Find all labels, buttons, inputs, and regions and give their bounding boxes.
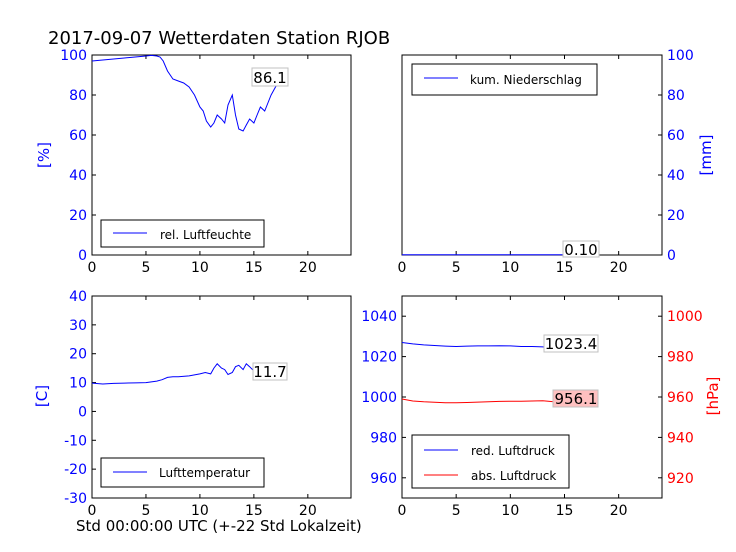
y-tick-label: -10 <box>64 433 87 449</box>
humidity-last-value-label: 86.1 <box>253 69 286 87</box>
precipitation-legend: kum. Niederschlag <box>411 63 598 96</box>
x-tick-label: 15 <box>245 503 263 519</box>
x-tick-label: 0 <box>398 260 407 276</box>
y-tick-label: 20 <box>69 208 87 224</box>
y-tick-label: 1000 <box>361 390 397 406</box>
precipitation-ticks: 0 5 10 15 20 0 20 40 60 80 100 <box>398 48 694 276</box>
x-tick-label: 0 <box>398 503 407 519</box>
y-tick-label: 1020 <box>361 350 397 366</box>
precipitation-last-value: 0.10 <box>562 240 600 259</box>
x-tick-label: 0 <box>88 503 97 519</box>
x-tick-label: 20 <box>610 260 628 276</box>
x-tick-label: 5 <box>452 503 461 519</box>
precipitation-legend-label: kum. Niederschlag <box>470 73 582 87</box>
temperature-plot-frame <box>91 295 352 499</box>
pressure-ylabel: [hPa] <box>704 377 722 416</box>
y-tick-label: 0 <box>78 404 87 420</box>
y-tick-label: 30 <box>69 318 87 334</box>
y-tick-label: 1040 <box>361 309 397 325</box>
humidity-plot-frame <box>91 54 352 256</box>
y-tick-label: 80 <box>69 88 87 104</box>
y-tick-label: 940 <box>667 430 694 446</box>
precipitation-panel: 0 5 10 15 20 0 20 40 60 80 100 0.10 kum. Niedersch… <box>398 48 715 276</box>
temperature-last-value-label: 11.7 <box>253 363 286 381</box>
humidity-legend: rel. Luftfeuchte <box>100 219 265 248</box>
y-tick-label: 40 <box>69 289 87 305</box>
x-tick-label: 10 <box>501 503 519 519</box>
y-tick-label: 0 <box>78 248 87 264</box>
x-tick-label: 0 <box>88 260 97 276</box>
x-tick-label: 15 <box>245 260 263 276</box>
pressure-legend: red. Luftdruck abs. Luftdruck <box>411 434 570 489</box>
y-tick-label: 980 <box>667 350 694 366</box>
y-tick-label: 1000 <box>667 309 703 325</box>
y-tick-label: 960 <box>667 390 694 406</box>
temperature-legend-label: Lufttemperatur <box>159 466 250 480</box>
temperature-last-value: 11.7 <box>252 362 288 381</box>
y-tick-label: -20 <box>64 462 87 478</box>
x-tick-label: 10 <box>191 503 209 519</box>
y-tick-label: 10 <box>69 376 87 392</box>
pressure-panel: 0 5 10 15 20 960 980 1000 1020 1040 920 940 960 980 10… <box>361 295 722 519</box>
humidity-legend-label: rel. Luftfeuchte <box>160 228 251 242</box>
x-tick-label: 15 <box>556 503 574 519</box>
x-tick-label: 20 <box>299 503 317 519</box>
precipitation-last-value-label: 0.10 <box>564 241 597 259</box>
y-tick-label: 100 <box>667 48 694 64</box>
y-tick-label: 60 <box>667 128 685 144</box>
x-tick-label: 5 <box>452 260 461 276</box>
y-tick-label: 80 <box>667 88 685 104</box>
pressure-abs-last-value: 956.1 <box>552 389 599 408</box>
humidity-series-line <box>91 54 282 132</box>
y-tick-label: -30 <box>64 491 87 507</box>
x-tick-label: 5 <box>141 260 150 276</box>
humidity-ticks: 0 5 10 15 20 0 20 40 60 80 100 <box>60 48 316 276</box>
x-tick-label: 10 <box>191 260 209 276</box>
y-tick-label: 0 <box>667 248 676 264</box>
x-tick-label: 5 <box>141 503 150 519</box>
precipitation-ylabel: [mm] <box>697 135 715 176</box>
humidity-panel: 0 5 10 15 20 0 20 40 60 80 100 86.1 rel. Luftfeuch… <box>35 48 352 276</box>
temperature-legend: Lufttemperatur <box>100 457 265 488</box>
temperature-panel: 0 5 10 15 20 -30 -20 -10 0 10 20 30 40 11.7 Lufttemp… <box>33 289 352 519</box>
pressure-red-last-value: 1023.4 <box>543 334 599 353</box>
y-tick-label: 20 <box>69 347 87 363</box>
y-tick-label: 980 <box>370 430 397 446</box>
chart-title: 2017-09-07 Wetterdaten Station RJOB <box>48 28 390 49</box>
y-tick-label: 100 <box>60 48 87 64</box>
temperature-ylabel: [C] <box>33 385 51 407</box>
pressure-abs-last-value-label: 956.1 <box>555 390 598 408</box>
humidity-last-value: 86.1 <box>251 67 289 87</box>
pressure-legend-label-abs: abs. Luftdruck <box>471 469 556 483</box>
x-tick-label: 10 <box>501 260 519 276</box>
pressure-legend-label-red: red. Luftdruck <box>471 444 555 458</box>
y-tick-label: 40 <box>667 168 685 184</box>
temperature-ticks: 0 5 10 15 20 -30 -20 -10 0 10 20 30 40 <box>64 289 317 519</box>
x-tick-label: 15 <box>556 260 574 276</box>
pressure-ticks: 0 5 10 15 20 960 980 1000 1020 1040 920 940 960 980 10… <box>361 296 703 519</box>
x-tick-label: 20 <box>610 503 628 519</box>
y-tick-label: 20 <box>667 208 685 224</box>
y-tick-label: 60 <box>69 128 87 144</box>
y-tick-label: 40 <box>69 168 87 184</box>
humidity-ylabel: [%] <box>35 142 53 168</box>
x-tick-label: 20 <box>299 260 317 276</box>
x-axis-label: Std 00:00:00 UTC (+-22 Std Lokalzeit) <box>76 517 362 535</box>
pressure-red-last-value-label: 1023.4 <box>545 335 598 353</box>
y-tick-label: 920 <box>667 471 694 487</box>
y-tick-label: 960 <box>370 471 397 487</box>
